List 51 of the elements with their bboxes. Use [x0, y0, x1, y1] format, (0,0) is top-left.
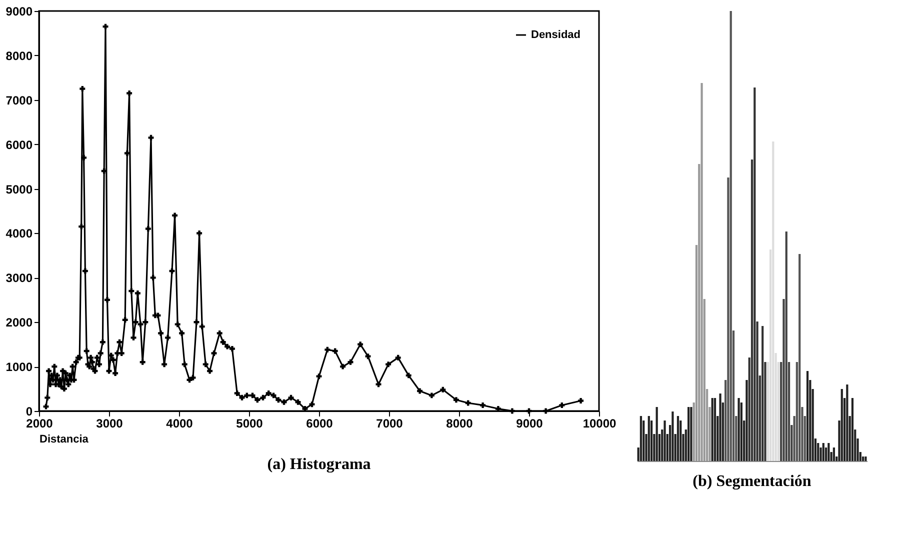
- x-tick-label: 7000: [376, 416, 404, 430]
- bar: [806, 371, 809, 461]
- x-axis-title: Distancia: [40, 434, 90, 446]
- y-tick-label: 6000: [6, 138, 33, 152]
- bar: [828, 443, 830, 461]
- x-tick-label: 8000: [446, 416, 474, 430]
- text: (b) Segmentación: [692, 473, 812, 490]
- bar: [656, 407, 658, 461]
- x-tick-label: 5000: [236, 416, 264, 430]
- bar: [714, 398, 716, 461]
- bar: [762, 326, 764, 461]
- y-tick-label: 0: [26, 404, 33, 418]
- y-tick-label: 8000: [6, 48, 33, 63]
- y-tick-label: 5000: [6, 182, 33, 196]
- bar: [640, 416, 642, 461]
- bar: [851, 398, 854, 461]
- x-tick-label: 2000: [26, 416, 54, 430]
- bar: [746, 380, 748, 461]
- bar: [754, 88, 756, 461]
- bar: [832, 448, 836, 461]
- bar: [738, 398, 740, 461]
- legend-label: Densidad: [531, 29, 581, 41]
- y-tick-label: 3000: [6, 271, 33, 286]
- bar: [864, 456, 867, 461]
- bar: [676, 416, 680, 461]
- bar: [711, 398, 714, 461]
- x-tick-label: 10000: [582, 416, 617, 430]
- bar: [785, 232, 788, 461]
- x-tick-label: 4000: [166, 416, 194, 430]
- bar: [687, 407, 690, 461]
- y-tick-label: 1000: [6, 360, 33, 374]
- bar: [772, 142, 774, 461]
- x-tick-label: 3000: [96, 416, 124, 430]
- bar: [700, 83, 703, 461]
- x-tick-label: 9000: [516, 416, 544, 430]
- y-tick-label: 7000: [6, 93, 33, 108]
- bar: [840, 389, 843, 461]
- bar: [664, 420, 666, 461]
- bar: [648, 416, 650, 461]
- y-tick-label: 4000: [6, 226, 33, 241]
- y-tick-label: 9000: [6, 4, 33, 18]
- bar: [822, 443, 824, 461]
- bar: [730, 11, 732, 461]
- bar: [672, 412, 674, 461]
- text: (a) Histograma: [267, 456, 371, 473]
- x-tick-label: 6000: [306, 416, 334, 430]
- y-tick-label: 2000: [6, 316, 33, 330]
- bar: [798, 254, 801, 461]
- bar: [719, 394, 722, 461]
- bar: [846, 384, 848, 461]
- bar: [690, 407, 692, 461]
